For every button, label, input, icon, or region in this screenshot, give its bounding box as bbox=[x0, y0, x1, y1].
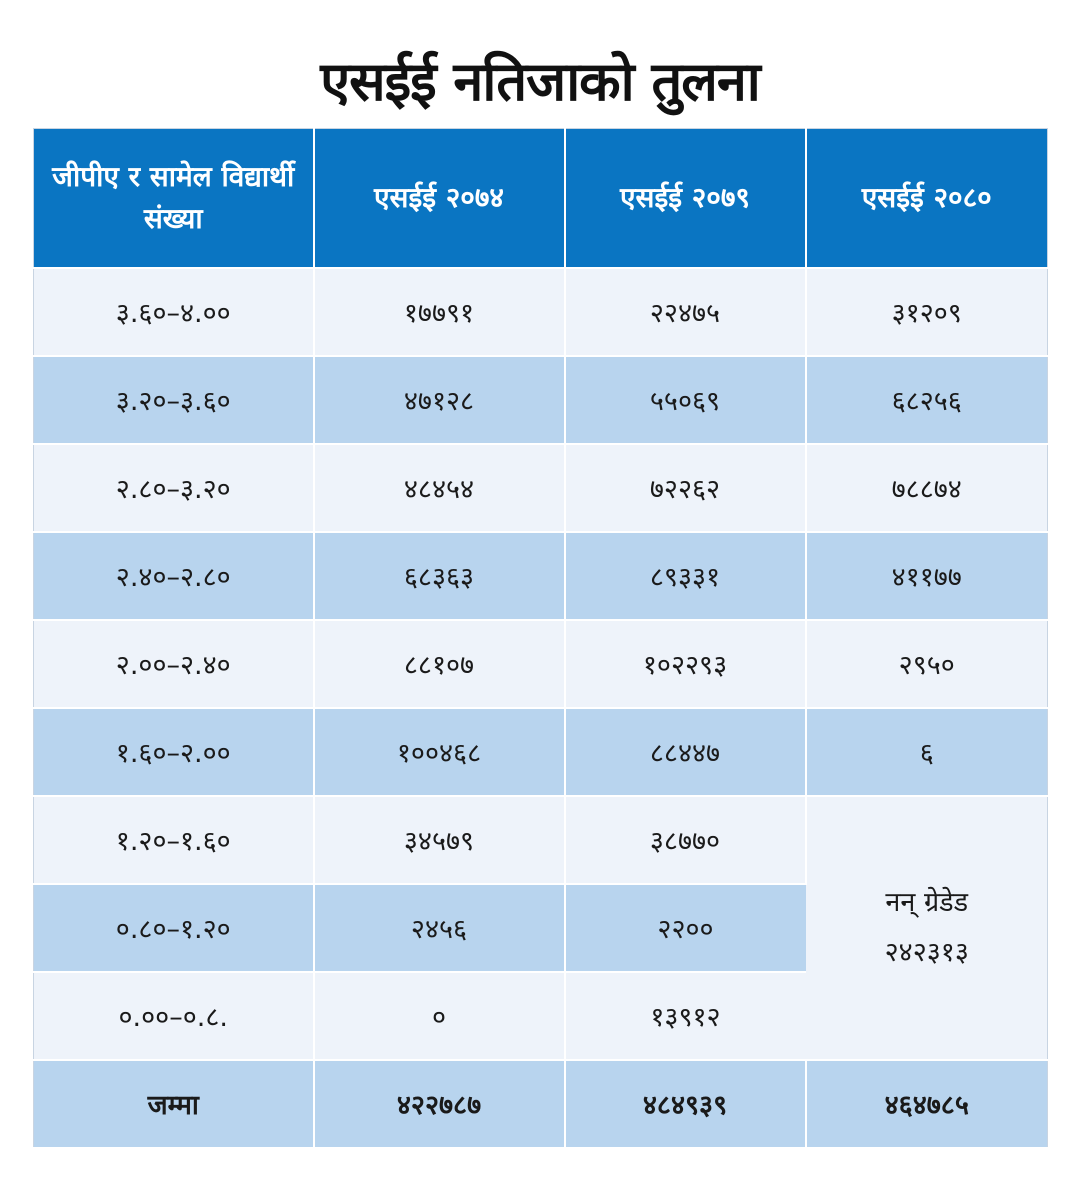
gpa-range-cell: ३.२०–३.६० bbox=[33, 355, 315, 445]
see-2079-cell: १३९१२ bbox=[564, 971, 806, 1061]
header-see-2080: एसईई २०८० bbox=[805, 128, 1048, 269]
see-2079-cell: ७२२६२ bbox=[564, 443, 807, 533]
see-2074-cell: १७७९१ bbox=[313, 267, 566, 357]
table-row: ०.८०–१.२० २४५६ २२०० bbox=[33, 883, 1048, 973]
table-row: २.००–२.४० ८८१०७ १०२२९३ २९५० bbox=[33, 619, 1048, 709]
see-2079-cell: ८८४४७ bbox=[564, 707, 807, 797]
table-row: २.४०–२.८० ६८३६३ ८९३३१ ४११७७ bbox=[33, 531, 1048, 621]
see-2080-cell: ७८८७४ bbox=[805, 443, 1048, 533]
see-2074-cell: ४७१२८ bbox=[313, 355, 566, 445]
see-2074-cell: २४५६ bbox=[313, 883, 566, 973]
see-2079-cell: १०२२९३ bbox=[564, 619, 807, 709]
non-graded-cell: नन् ग्रेडेड २४२३१३ bbox=[805, 795, 1048, 1061]
comparison-table: जीपीए र सामेल विद्यार्थी संख्या एसईई २०७… bbox=[33, 128, 1048, 1149]
see-2079-cell: ५५०६९ bbox=[564, 355, 807, 445]
header-row: जीपीए र सामेल विद्यार्थी संख्या एसईई २०७… bbox=[33, 128, 1048, 269]
see-2074-cell: १००४६८ bbox=[313, 707, 566, 797]
see-2079-cell: २२४७५ bbox=[564, 267, 807, 357]
table-row: ३.२०–३.६० ४७१२८ ५५०६९ ६८२५६ bbox=[33, 355, 1048, 445]
see-2074-cell: ८८१०७ bbox=[313, 619, 566, 709]
table-row: २.८०–३.२० ४८४५४ ७२२६२ ७८८७४ bbox=[33, 443, 1048, 533]
see-2079-cell: २२०० bbox=[564, 883, 806, 973]
gpa-range-cell: २.४०–२.८० bbox=[33, 531, 315, 621]
header-see-2074: एसईई २०७४ bbox=[313, 128, 566, 269]
see-2074-cell: ६८३६३ bbox=[313, 531, 566, 621]
table-row: ३.६०–४.०० १७७९१ २२४७५ ३१२०९ bbox=[33, 267, 1048, 357]
gpa-range-cell: २.००–२.४० bbox=[33, 619, 315, 709]
gpa-range-cell: १.२०–१.६० bbox=[33, 795, 315, 885]
table-row: १.२०–१.६० ३४५७९ ३८७७० नन् ग्रेडेड २४२३१३ bbox=[33, 795, 1048, 1061]
see-2080-cell: ६ bbox=[805, 707, 1048, 797]
see-2080-cell: ६८२५६ bbox=[805, 355, 1048, 445]
page-title: एसईई नतिजाको तुलना bbox=[320, 50, 761, 113]
see-2080-cell: २९५० bbox=[805, 619, 1048, 709]
non-graded-label: नन् ग्रेडेड bbox=[885, 886, 969, 918]
gpa-range-cell: ३.६०–४.०० bbox=[33, 267, 315, 357]
total-see-2080: ४६४७८५ bbox=[805, 1059, 1048, 1149]
total-row: जम्मा ४२२७८७ ४८४९३९ ४६४७८५ bbox=[33, 1059, 1048, 1149]
table-row: ०.००–०.८. ० १३९१२ bbox=[33, 971, 1048, 1061]
non-graded-value: २४२३१३ bbox=[884, 936, 969, 968]
see-2080-cell: ४११७७ bbox=[805, 531, 1048, 621]
gpa-range-cell: १.६०–२.०० bbox=[33, 707, 315, 797]
see-2074-cell: ० bbox=[313, 971, 566, 1061]
table-row: १.६०–२.०० १००४६८ ८८४४७ ६ bbox=[33, 707, 1048, 797]
header-see-2079: एसईई २०७९ bbox=[564, 128, 807, 269]
header-gpa-count: जीपीए र सामेल विद्यार्थी संख्या bbox=[33, 128, 315, 269]
gpa-range-cell: ०.८०–१.२० bbox=[33, 883, 315, 973]
total-label: जम्मा bbox=[33, 1059, 315, 1149]
see-2079-cell: ३८७७० bbox=[564, 795, 807, 885]
see-2080-cell: ३१२०९ bbox=[805, 267, 1048, 357]
gpa-range-cell: २.८०–३.२० bbox=[33, 443, 315, 533]
total-see-2074: ४२२७८७ bbox=[313, 1059, 566, 1149]
see-2074-cell: ३४५७९ bbox=[313, 795, 566, 885]
see-2079-cell: ८९३३१ bbox=[564, 531, 807, 621]
see-2074-cell: ४८४५४ bbox=[313, 443, 566, 533]
total-see-2079: ४८४९३९ bbox=[564, 1059, 807, 1149]
gpa-range-cell: ०.००–०.८. bbox=[33, 971, 315, 1061]
